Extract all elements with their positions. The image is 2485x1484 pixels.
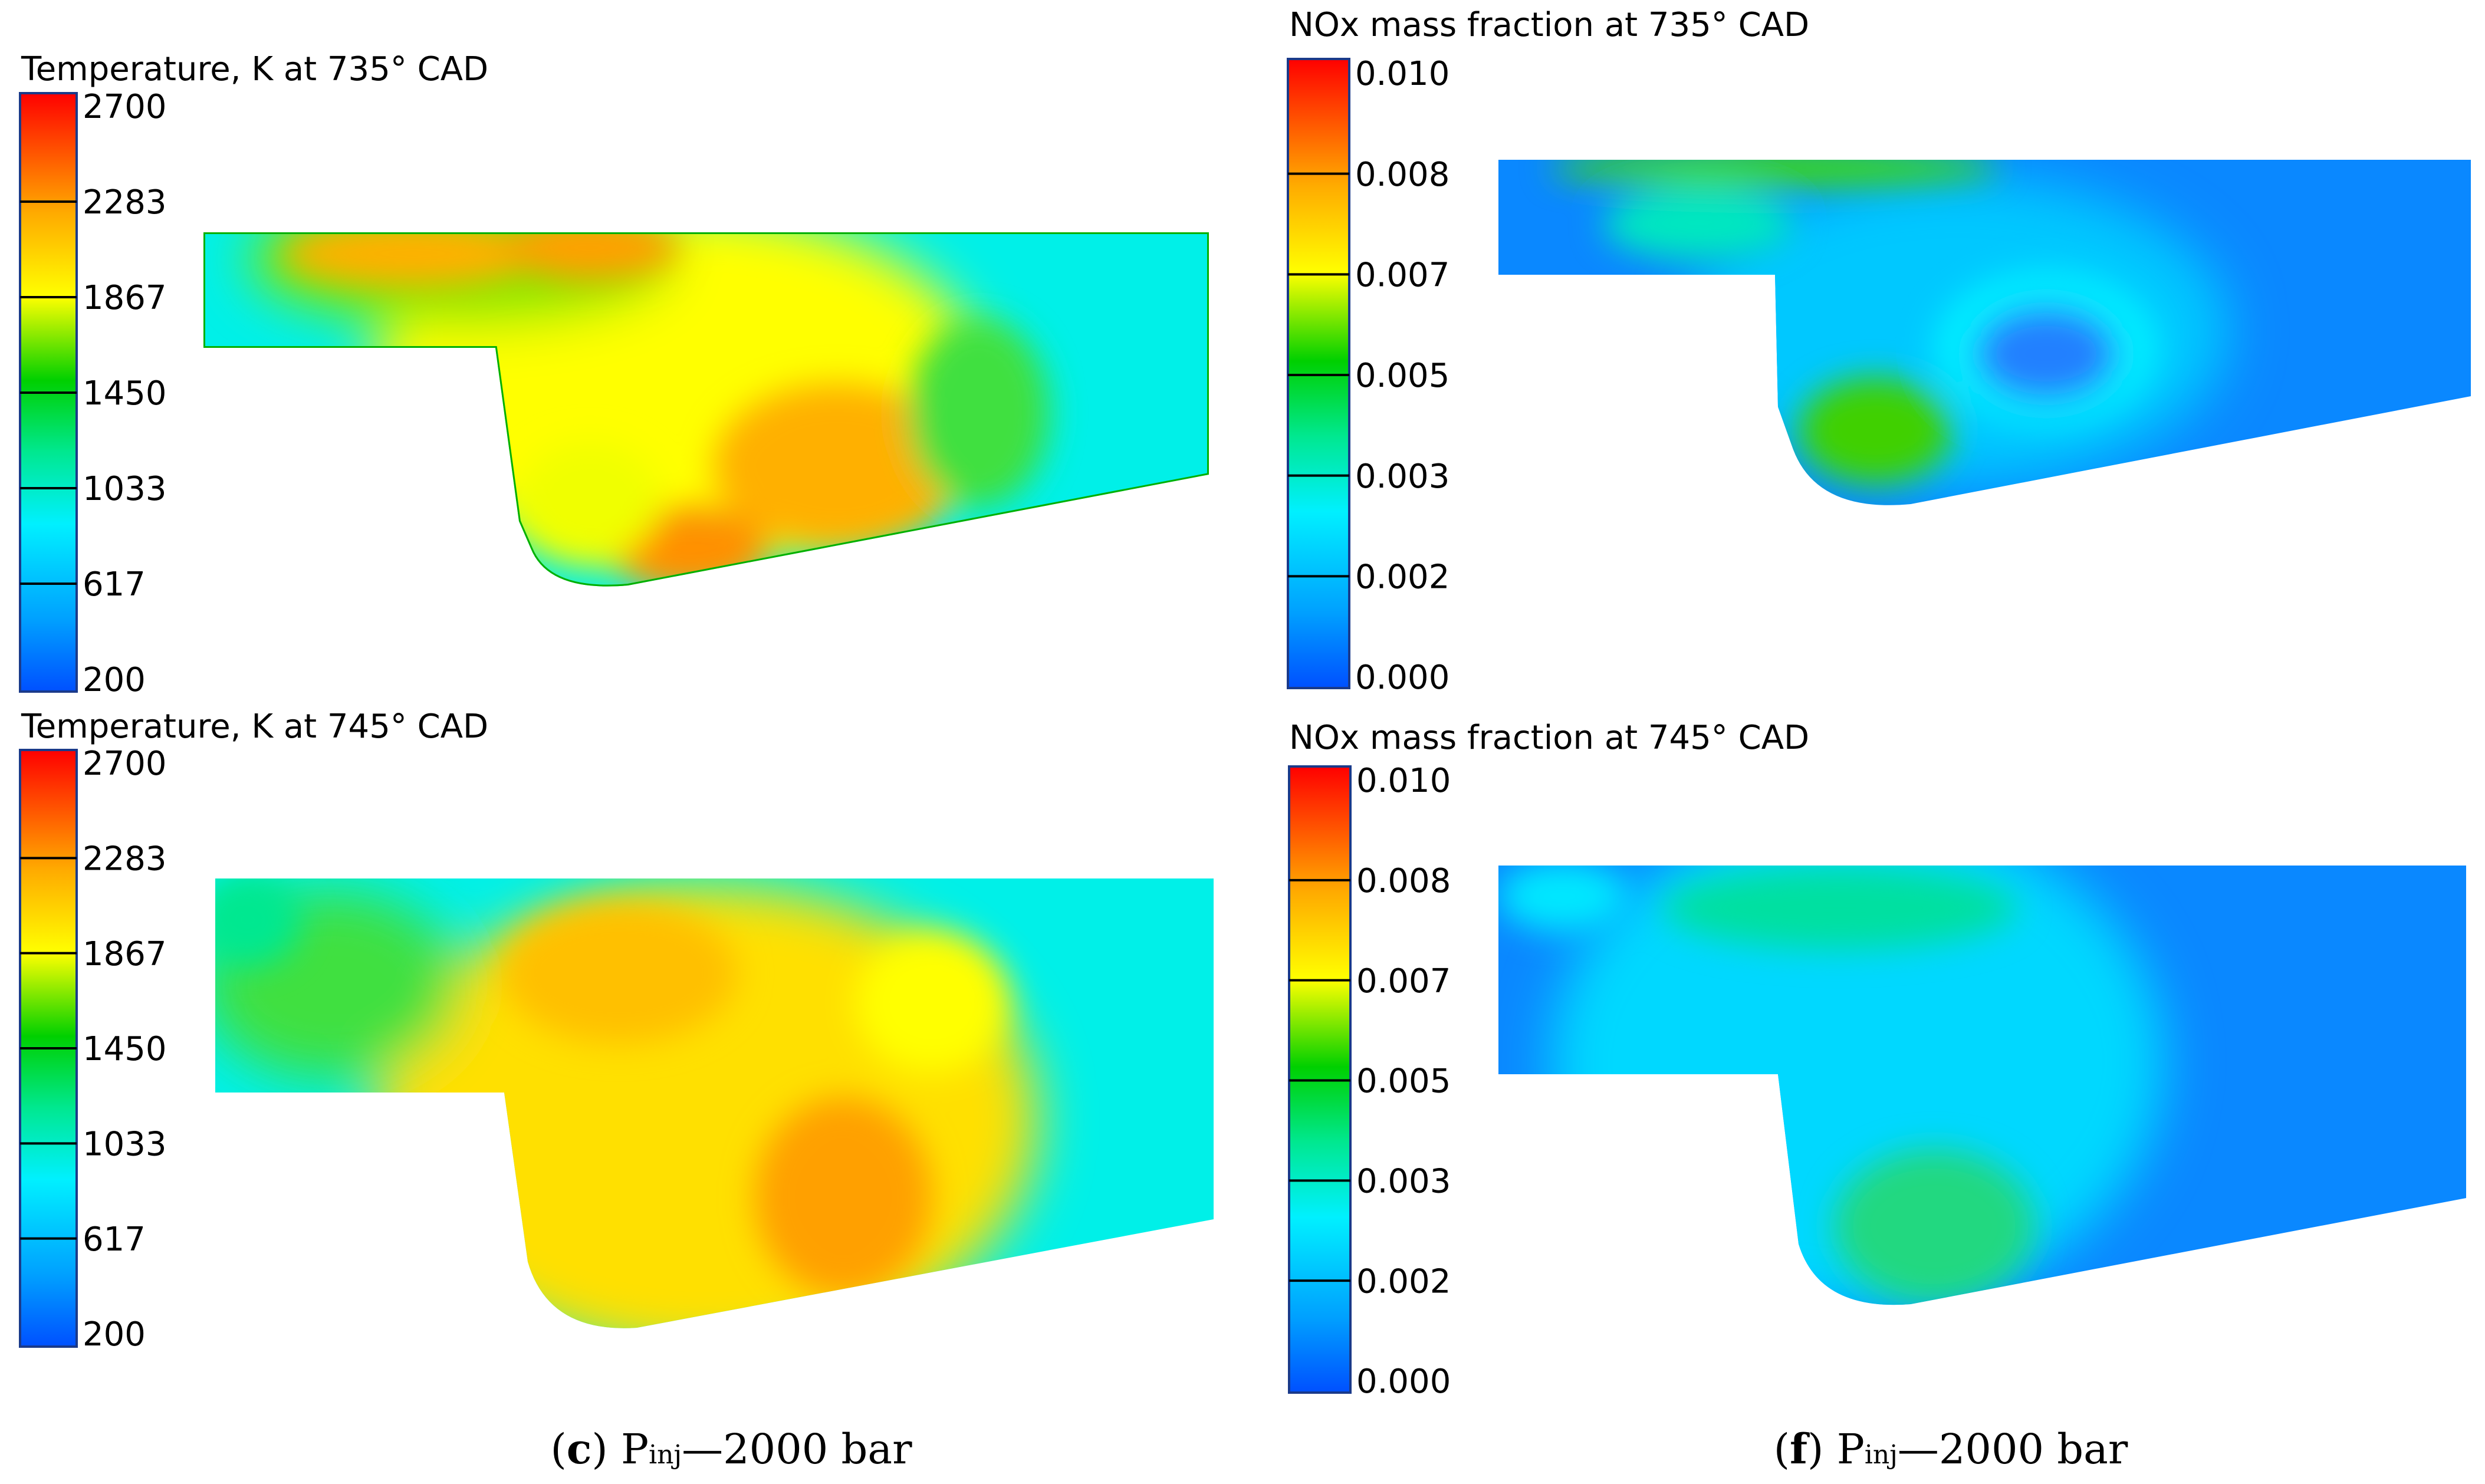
colorbar-tick-label: 0.008 xyxy=(1356,862,1451,900)
panel-temperature-735: Temperature, K at 735° CAD 2700 2283 1867 1… xyxy=(19,50,1209,699)
colorbar-tick-label: 617 xyxy=(83,565,146,604)
panel-title: Temperature, K at 735° CAD xyxy=(21,50,488,88)
contour-plot xyxy=(203,232,1209,587)
colorbar-tick-label: 617 xyxy=(83,1220,146,1259)
colorbar-tick-label: 2700 xyxy=(83,88,167,126)
panel-title: Temperature, K at 745° CAD xyxy=(21,708,488,746)
caption-left: (c) Pinj—2000 bar xyxy=(550,1424,912,1473)
colorbar-tick-label: 0.010 xyxy=(1356,762,1451,800)
colorbar-tick-label: 0.005 xyxy=(1356,1062,1451,1101)
colorbar-tick-label: 0.002 xyxy=(1356,1262,1451,1301)
colorbar-tick-label: 0.007 xyxy=(1355,256,1449,294)
contour-plot xyxy=(215,878,1214,1328)
colorbar-tick-label: 0.007 xyxy=(1356,962,1451,1001)
colorbar-tick-label: 0.000 xyxy=(1356,1363,1451,1401)
colorbar: 2700 2283 1867 1450 1033 617 200 xyxy=(19,88,167,699)
caption-letter: f xyxy=(1790,1424,1810,1473)
colorbar-tick-label: 0.010 xyxy=(1355,55,1449,93)
colorbar: 2700 2283 1867 1450 1033 617 200 xyxy=(19,745,167,1354)
caption-right: (f) Pinj—2000 bar xyxy=(1774,1424,2128,1473)
colorbar-tick-label: 1033 xyxy=(83,1125,167,1163)
colorbar-tick-label: 200 xyxy=(83,661,146,699)
colorbar-tick-label: 0.002 xyxy=(1355,558,1449,596)
colorbar: 0.010 0.008 0.007 0.005 0.003 0.002 0.000 xyxy=(1288,762,1451,1401)
colorbar-tick-label: 1450 xyxy=(83,374,167,413)
panel-title: NOx mass fraction at 745° CAD xyxy=(1289,719,1809,757)
colorbar-tick-label: 200 xyxy=(83,1315,146,1354)
colorbar-tick-label: 0.003 xyxy=(1356,1162,1451,1200)
colorbar-tick-label: 0.005 xyxy=(1355,357,1449,395)
colorbar-tick-label: 1867 xyxy=(83,935,167,973)
colorbar-tick-label: 0.000 xyxy=(1355,659,1449,697)
svg-text:(c) Pinj—2000 bar: (c) Pinj—2000 bar xyxy=(550,1424,912,1473)
panel-title: NOx mass fraction at 735° CAD xyxy=(1289,6,1809,44)
colorbar-tick-label: 2283 xyxy=(83,840,167,878)
panel-nox-745: NOx mass fraction at 745° CAD 0.010 0.008… xyxy=(1288,719,2466,1401)
colorbar-tick-label: 0.008 xyxy=(1355,156,1449,194)
caption-letter: c xyxy=(567,1424,592,1473)
colorbar-tick-label: 1450 xyxy=(83,1030,167,1068)
contour-plot xyxy=(1498,866,2466,1305)
colorbar-tick-label: 0.003 xyxy=(1355,458,1449,496)
colorbar: 0.010 0.008 0.007 0.005 0.003 0.002 0.000 xyxy=(1287,55,1449,697)
svg-text:(f) Pinj—2000 bar: (f) Pinj—2000 bar xyxy=(1774,1424,2128,1473)
colorbar-tick-label: 1867 xyxy=(83,279,167,317)
panel-nox-735: NOx mass fraction at 735° CAD 0.010 0.008… xyxy=(1287,6,2471,697)
colorbar-tick-label: 2700 xyxy=(83,745,167,783)
contour-plot xyxy=(1498,160,2471,505)
colorbar-tick-label: 2283 xyxy=(83,183,167,222)
colorbar-tick-label: 1033 xyxy=(83,470,167,508)
panel-temperature-745: Temperature, K at 745° CAD 2700 2283 1867 1… xyxy=(19,708,1214,1354)
